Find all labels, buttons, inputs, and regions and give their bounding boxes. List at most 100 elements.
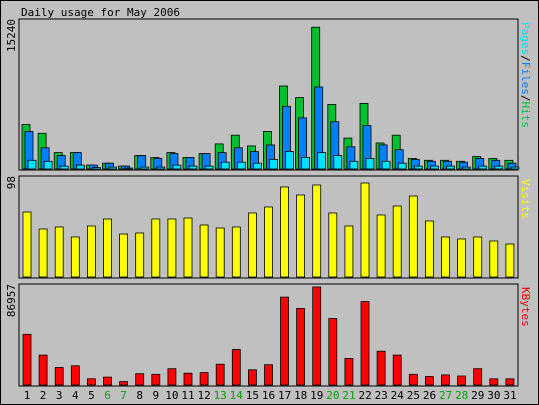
bar-visits-21: [344, 225, 354, 278]
bar-visits-3: [54, 226, 64, 278]
y-max-label: 98: [5, 176, 18, 189]
x-tick-label-25: 25: [407, 389, 420, 402]
bar-pages-22: [365, 157, 375, 170]
legend-kbytes: KBytes: [519, 287, 532, 327]
bar-kbytes-1: [22, 333, 32, 386]
x-tick-label-6: 6: [104, 389, 111, 402]
bar-kbytes-16: [264, 364, 273, 386]
x-tick-label-11: 11: [181, 389, 194, 402]
legend-pages: Pages: [519, 22, 532, 56]
bar-visits-16: [264, 206, 273, 278]
x-tick-label-12: 12: [197, 389, 210, 402]
bar-pages-29: [478, 165, 488, 170]
x-tick-label-8: 8: [136, 389, 143, 402]
x-tick-label-20: 20: [326, 389, 339, 402]
x-tick-label-24: 24: [391, 389, 405, 402]
x-tick-label-9: 9: [152, 389, 159, 402]
bar-kbytes-10: [167, 368, 177, 386]
bar-pages-14: [236, 161, 246, 170]
bar-kbytes-27: [441, 374, 450, 386]
x-tick-label-19: 19: [310, 389, 323, 402]
bar-visits-31: [505, 243, 515, 278]
bar-visits-12: [199, 224, 209, 278]
bar-visits-25: [408, 195, 418, 278]
bar-pages-30: [494, 165, 504, 170]
x-tick-label-29: 29: [471, 389, 484, 402]
bar-kbytes-26: [424, 376, 434, 386]
x-tick-label-16: 16: [262, 389, 275, 402]
x-tick-label-7: 7: [120, 389, 127, 402]
bar-kbytes-2: [38, 354, 48, 386]
bar-visits-23: [376, 214, 386, 278]
bar-kbytes-18: [296, 307, 306, 386]
x-tick-label-13: 13: [214, 389, 227, 402]
x-tick-label-17: 17: [278, 389, 291, 402]
bar-pages-23: [381, 160, 391, 170]
bar-kbytes-11: [183, 372, 193, 386]
bar-kbytes-31: [505, 378, 515, 386]
x-tick-label-28: 28: [455, 389, 468, 402]
bar-visits-14: [231, 226, 241, 278]
legend-files: Files: [519, 61, 532, 95]
bar-kbytes-25: [408, 373, 418, 386]
y-max-label: 15240: [5, 19, 18, 52]
bar-visits-6: [103, 218, 112, 278]
x-tick-label-22: 22: [358, 389, 371, 402]
bar-pages-2: [43, 160, 53, 170]
bar-pages-5: [92, 167, 101, 170]
bar-visits-9: [151, 218, 161, 278]
bar-visits-8: [135, 232, 145, 278]
x-tick-label-21: 21: [342, 389, 355, 402]
bar-pages-21: [349, 160, 359, 170]
bar-kbytes-8: [135, 373, 145, 386]
bar-pages-9: [156, 166, 166, 170]
bar-pages-12: [204, 165, 214, 170]
bar-pages-3: [59, 165, 69, 170]
legend-separator: /: [519, 55, 532, 62]
bar-pages-24: [397, 162, 407, 170]
bar-visits-17: [280, 186, 289, 278]
bar-pages-15: [252, 162, 262, 170]
x-tick-label-18: 18: [294, 389, 307, 402]
bar-visits-10: [167, 218, 177, 278]
bar-pages-6: [108, 166, 117, 170]
bar-pages-26: [429, 165, 439, 170]
bar-pages-31: [510, 166, 520, 170]
chart-title: Daily usage for May 2006: [21, 6, 180, 19]
bar-pages-10: [172, 164, 182, 170]
bar-visits-2: [38, 228, 48, 278]
bar-pages-28: [462, 166, 472, 170]
panel-visits: 98: [5, 175, 519, 279]
bar-visits-27: [441, 236, 450, 278]
x-axis-labels: 1 2 3 4 5 6 7 8 9 10 11 12 13 14 15 16 17 18 19 20 21 22 23 24 2…: [24, 389, 517, 402]
x-tick-label-30: 30: [487, 389, 500, 402]
bar-kbytes-5: [87, 378, 96, 386]
bar-visits-28: [457, 238, 467, 278]
bar-kbytes-3: [54, 367, 64, 386]
panel-kbytes: 86957: [5, 283, 519, 387]
x-tick-label-2: 2: [40, 389, 47, 402]
bar-visits-29: [473, 236, 483, 278]
bar-visits-30: [489, 240, 499, 278]
bar-kbytes-29: [473, 368, 483, 386]
bar-visits-19: [312, 184, 322, 278]
x-tick-label-31: 31: [503, 389, 516, 402]
bar-visits-20: [328, 212, 338, 278]
bar-kbytes-24: [392, 354, 402, 386]
x-tick-label-1: 1: [24, 389, 31, 402]
legend-visits: Visits: [519, 179, 532, 219]
bar-kbytes-4: [70, 365, 80, 386]
bar-visits-22: [360, 182, 370, 278]
x-tick-label-3: 3: [56, 389, 63, 402]
bar-kbytes-22: [360, 301, 370, 386]
chart-panels: 15240 98 86957: [5, 18, 520, 387]
legend-separator: /: [519, 94, 532, 102]
bar-kbytes-28: [457, 375, 467, 386]
bar-kbytes-6: [103, 376, 112, 386]
legend-hits: Hits: [519, 101, 532, 129]
bar-visits-5: [87, 225, 96, 278]
bar-pages-17: [285, 151, 294, 170]
bar-pages-7: [124, 167, 133, 170]
